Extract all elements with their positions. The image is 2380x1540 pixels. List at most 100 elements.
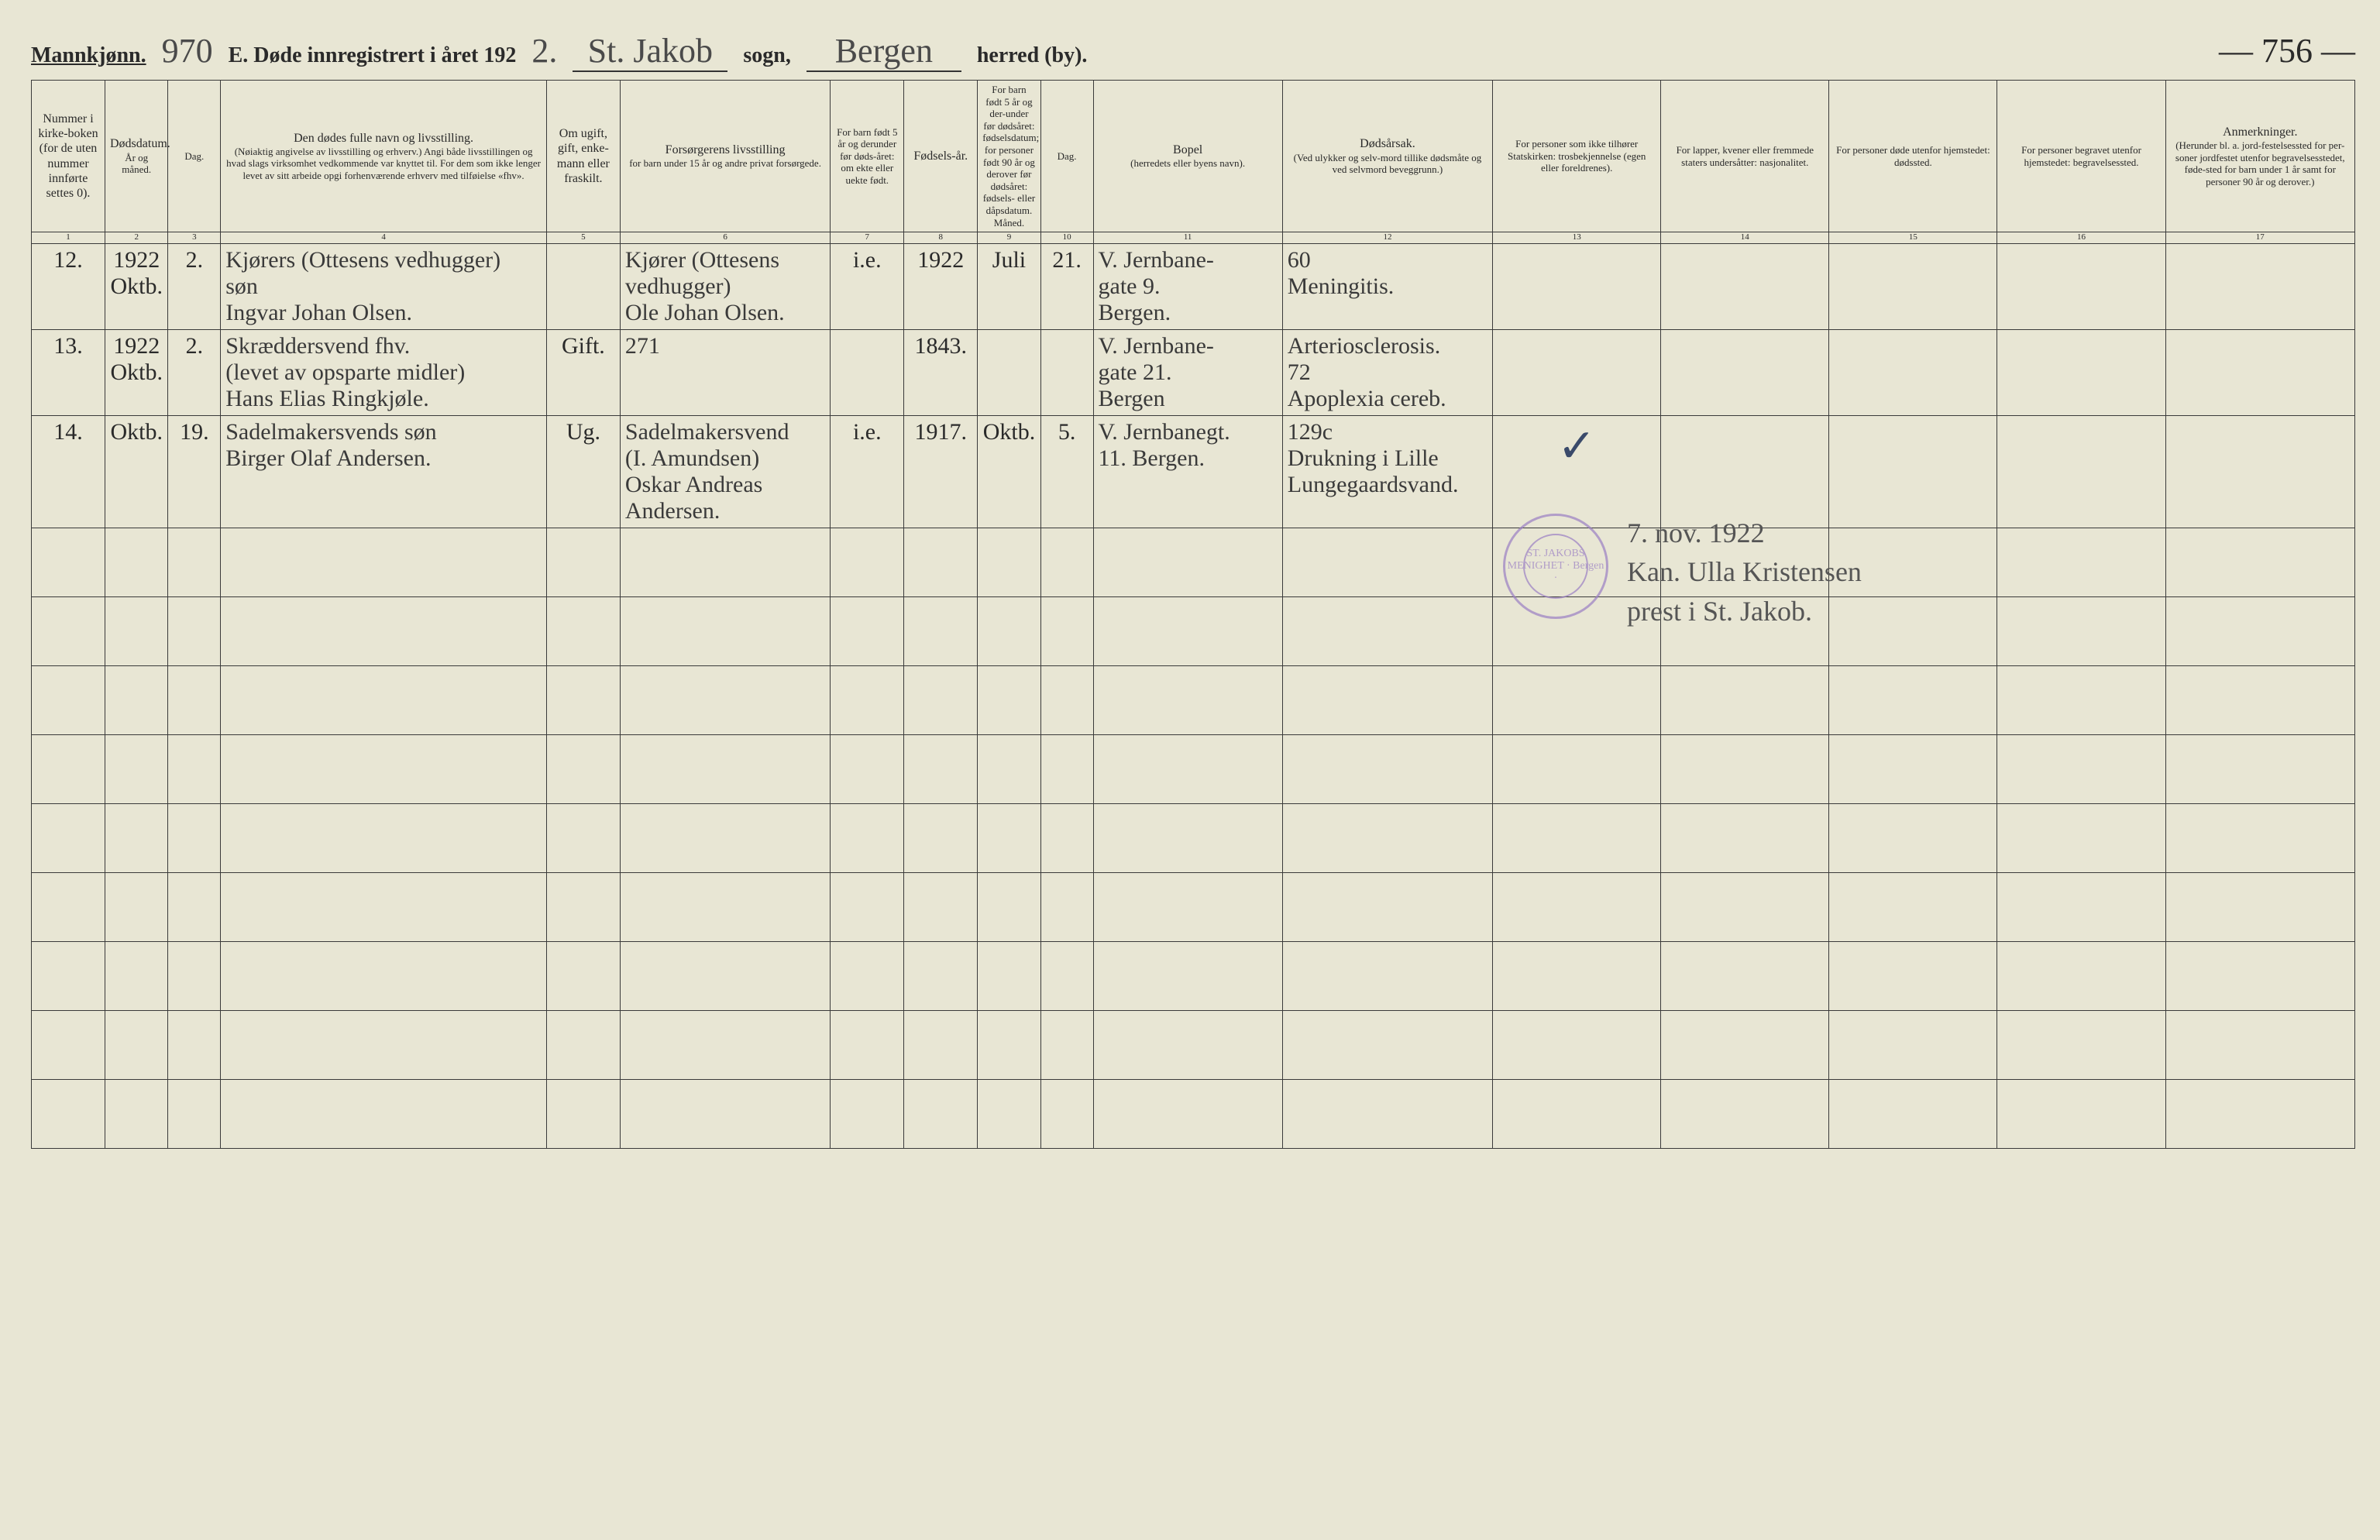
cell-provider: Sadelmakersvend (I. Amundsen) Oskar Andr… <box>620 416 830 528</box>
cell-c17 <box>2165 330 2354 416</box>
empty-cell <box>831 942 904 1011</box>
column-header: Dødsårsak.(Ved ulykker og selv-mord till… <box>1282 81 1492 232</box>
year-digit: 2. <box>531 31 557 70</box>
empty-cell <box>978 1011 1040 1080</box>
empty-cell <box>546 804 620 873</box>
empty-cell <box>1040 528 1093 597</box>
empty-cell <box>221 666 547 735</box>
empty-cell <box>831 528 904 597</box>
empty-cell <box>1661 873 1829 942</box>
empty-cell <box>32 597 105 666</box>
empty-cell <box>904 666 978 735</box>
empty-cell <box>32 528 105 597</box>
column-number: 9 <box>978 232 1040 244</box>
column-header-row: Nummer i kirke-boken (for de uten nummer… <box>32 81 2355 232</box>
cell-birth_day: 5. <box>1040 416 1093 528</box>
empty-cell <box>1493 1011 1661 1080</box>
cell-c17 <box>2165 416 2354 528</box>
page-number-left: 970 <box>162 31 213 70</box>
empty-cell <box>2165 1011 2354 1080</box>
cell-birth_day <box>1040 330 1093 416</box>
cell-cause: 60 Meningitis. <box>1282 244 1492 330</box>
empty-cell <box>978 1080 1040 1149</box>
empty-cell <box>1997 804 2165 873</box>
empty-cell <box>546 597 620 666</box>
empty-cell <box>546 666 620 735</box>
empty-cell <box>1997 666 2165 735</box>
empty-cell <box>620 666 830 735</box>
column-number: 1 <box>32 232 105 244</box>
empty-cell <box>1282 942 1492 1011</box>
empty-cell <box>168 1080 221 1149</box>
column-header: Nummer i kirke-boken (for de uten nummer… <box>32 81 105 232</box>
empty-cell <box>546 1011 620 1080</box>
empty-cell <box>1661 804 1829 873</box>
empty-cell <box>1040 873 1093 942</box>
parish-stamp: ST. JAKOBS MENIGHET · Bergen · <box>1503 514 1608 619</box>
empty-cell <box>2165 1080 2354 1149</box>
empty-cell <box>105 1080 167 1149</box>
empty-cell <box>2165 597 2354 666</box>
cell-provider: Kjører (Ottesens vedhugger) Ole Johan Ol… <box>620 244 830 330</box>
column-header: Om ugift, gift, enke-mann eller fraskilt… <box>546 81 620 232</box>
table-row <box>32 528 2355 597</box>
column-header: For lapper, kvener eller fremmede stater… <box>1661 81 1829 232</box>
column-number: 8 <box>904 232 978 244</box>
empty-cell <box>2165 804 2354 873</box>
empty-cell <box>1040 942 1093 1011</box>
cell-c15 <box>1829 416 1997 528</box>
empty-cell <box>1093 873 1282 942</box>
cell-day: 2. <box>168 330 221 416</box>
column-number: 5 <box>546 232 620 244</box>
cell-c15 <box>1829 330 1997 416</box>
cell-c13 <box>1493 244 1661 330</box>
cell-cause: Arteriosclerosis. 72 Apoplexia cereb. <box>1282 330 1492 416</box>
cell-birth_month: Oktb. <box>978 416 1040 528</box>
cell-legit <box>831 330 904 416</box>
empty-cell <box>1093 1011 1282 1080</box>
empty-cell <box>1040 1011 1093 1080</box>
empty-cell <box>1040 804 1093 873</box>
cell-num: 12. <box>32 244 105 330</box>
empty-cell <box>105 597 167 666</box>
column-header: For personer begravet utenfor hjemstedet… <box>1997 81 2165 232</box>
empty-cell <box>32 804 105 873</box>
empty-cell <box>1282 1011 1492 1080</box>
empty-cell <box>221 1080 547 1149</box>
table-row: 13.1922 Oktb.2.Skræddersvend fhv. (levet… <box>32 330 2355 416</box>
empty-cell <box>32 873 105 942</box>
table-wrapper: Nummer i kirke-boken (for de uten nummer… <box>31 80 2355 1149</box>
column-header: For personer døde utenfor hjemstedet: dø… <box>1829 81 1997 232</box>
column-number-row: 1234567891011121314151617 <box>32 232 2355 244</box>
cell-c16 <box>1997 416 2165 528</box>
stamp-text: ST. JAKOBS MENIGHET · Bergen · <box>1505 548 1606 585</box>
empty-cell <box>1040 1080 1093 1149</box>
page-header: Mannkjønn. 970 E. Døde innregistrert i å… <box>31 31 2355 72</box>
empty-cell <box>1282 528 1492 597</box>
empty-cell <box>105 735 167 804</box>
empty-cell <box>32 666 105 735</box>
empty-cell <box>978 873 1040 942</box>
empty-cell <box>978 597 1040 666</box>
empty-cell <box>904 873 978 942</box>
empty-cell <box>1829 1080 1997 1149</box>
empty-cell <box>1282 804 1492 873</box>
sogn-label: sogn, <box>743 43 790 68</box>
cell-cause: 129c Drukning i Lille Lungegaardsvand. <box>1282 416 1492 528</box>
empty-cell <box>978 942 1040 1011</box>
empty-cell <box>105 873 167 942</box>
empty-cell <box>620 1011 830 1080</box>
empty-cell <box>1493 1080 1661 1149</box>
cell-birth_day: 21. <box>1040 244 1093 330</box>
empty-cell <box>1493 942 1661 1011</box>
empty-cell <box>1093 666 1282 735</box>
empty-cell <box>620 528 830 597</box>
title-prefix: E. Døde innregistrert i året 192 <box>229 43 517 68</box>
empty-cell <box>168 528 221 597</box>
table-row <box>32 735 2355 804</box>
column-number: 17 <box>2165 232 2354 244</box>
empty-cell <box>1661 1080 1829 1149</box>
empty-cell <box>1829 666 1997 735</box>
ledger-page: Mannkjønn. 970 E. Døde innregistrert i å… <box>31 31 2355 1149</box>
empty-cell <box>2165 666 2354 735</box>
